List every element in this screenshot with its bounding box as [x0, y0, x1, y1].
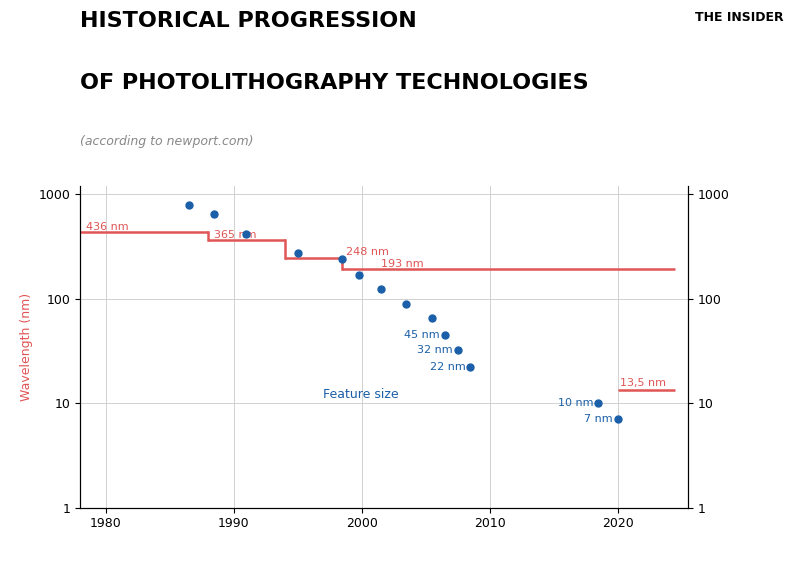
Text: (according to newport.com): (according to newport.com): [80, 135, 254, 148]
Y-axis label: Wavelength (nm): Wavelength (nm): [20, 293, 33, 401]
Text: 365 nm: 365 nm: [214, 230, 257, 240]
Text: 32 nm: 32 nm: [417, 346, 455, 355]
Text: 436 nm: 436 nm: [86, 222, 129, 232]
Text: THE INSIDER: THE INSIDER: [695, 11, 784, 24]
Text: 193 nm: 193 nm: [381, 259, 423, 269]
Text: Feature size: Feature size: [323, 389, 399, 402]
Text: OF PHOTOLITHOGRAPHY TECHNOLOGIES: OF PHOTOLITHOGRAPHY TECHNOLOGIES: [80, 73, 589, 93]
Text: 7 nm: 7 nm: [584, 415, 615, 424]
Text: 22 nm: 22 nm: [430, 363, 468, 372]
Text: 45 nm: 45 nm: [404, 330, 442, 340]
Text: HISTORICAL PROGRESSION: HISTORICAL PROGRESSION: [80, 11, 417, 31]
Text: 248 nm: 248 nm: [346, 248, 389, 257]
Text: 10 nm: 10 nm: [558, 398, 596, 408]
Text: 13,5 nm: 13,5 nm: [620, 378, 666, 389]
